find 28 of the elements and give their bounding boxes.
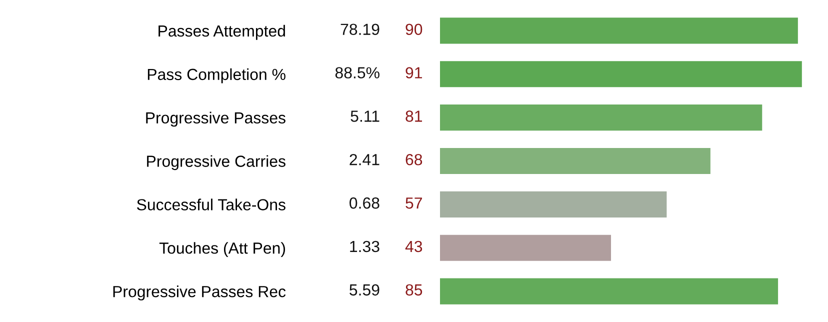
text: 78.19 — [340, 24, 380, 35]
text: 1.33 — [350, 240, 380, 252]
text: 2.41 — [350, 154, 380, 166]
data-label: 43 — [405, 240, 422, 252]
bar — [440, 104, 762, 131]
data-label: 85 — [406, 284, 422, 296]
y-tick-label: Touches (Att Pen) — [159, 242, 286, 257]
data-label: 57 — [406, 198, 422, 209]
y-tick-label: Progressive Carries — [147, 155, 286, 170]
y-tick-label: Progressive Passes — [146, 112, 286, 127]
text: 5.11 — [350, 110, 380, 122]
y-tick-label: Passes Attempted — [158, 24, 285, 40]
y-tick-label: Progressive Passes Rec — [113, 286, 286, 300]
data-label: 91 — [406, 67, 422, 78]
bar — [440, 234, 612, 261]
y-tick-label: Pass Completion % — [148, 68, 286, 84]
bar — [440, 148, 710, 174]
text: 88.5% — [335, 67, 380, 78]
data-label: 68 — [406, 154, 422, 166]
data-label: 81 — [406, 110, 422, 122]
bar — [440, 278, 778, 304]
y-tick-label: Successful Take-Ons — [137, 198, 286, 210]
text: 0.68 — [350, 197, 380, 209]
text: 5.59 — [350, 284, 380, 296]
bar — [440, 61, 802, 88]
data-label: 90 — [406, 24, 422, 35]
bar — [440, 18, 798, 44]
bar — [440, 191, 667, 218]
